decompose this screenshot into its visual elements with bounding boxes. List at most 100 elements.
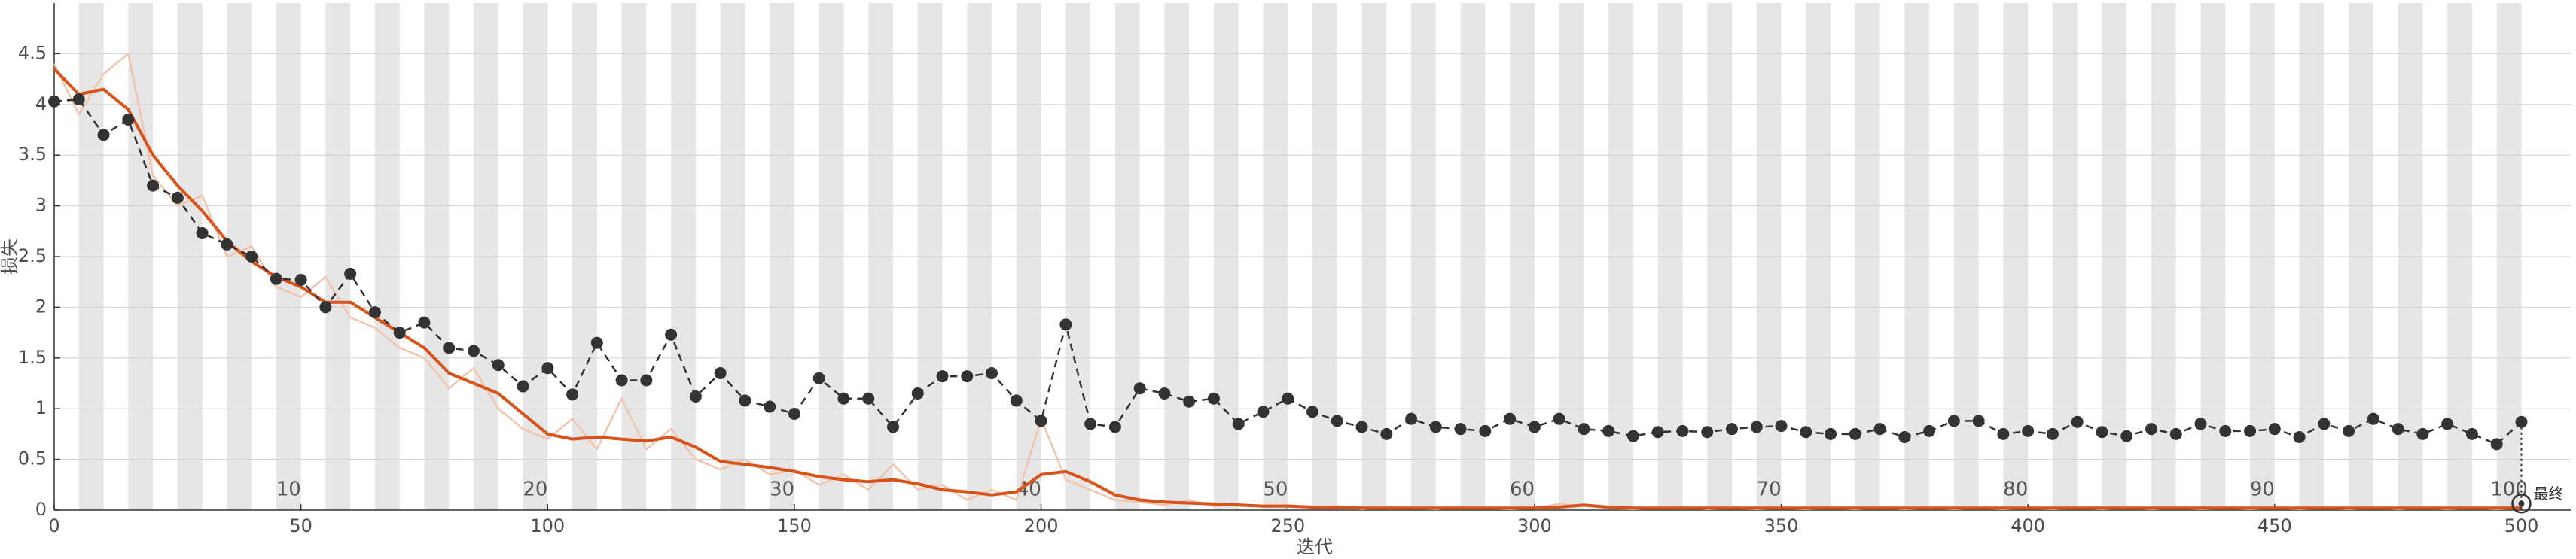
validation-point [764,400,776,413]
validation-point [615,374,628,387]
validation-point [541,362,554,375]
validation-point [1726,423,1738,436]
validation-point [689,390,702,403]
validation-point [986,367,998,380]
validation-point [665,328,678,341]
validation-point [788,407,800,420]
validation-point [517,380,529,393]
validation-point [1232,418,1245,430]
validation-point [1454,423,1467,436]
validation-point [1701,426,1714,439]
x-tick-label: 450 [2257,515,2292,536]
final-marker [2511,494,2532,514]
validation-point [812,372,825,384]
validation-point [1084,418,1097,430]
series-line [53,68,2522,510]
validation-point [171,191,184,204]
validation-point [221,238,233,251]
validation-point [1355,421,1368,433]
validation-point [1972,415,1985,427]
epoch-label: 20 [523,478,547,501]
validation-point [1750,421,1763,433]
validation-point [1947,415,1960,427]
x-tick-label: 350 [1764,515,1799,536]
x-tick-label: 250 [1270,515,1305,536]
y-tick-label: 1 [35,397,47,418]
validation-point [418,316,431,329]
epoch-label: 30 [770,478,794,501]
validation-point [2046,427,2059,440]
x-tick-label: 150 [777,515,812,536]
validation-point [1133,382,1146,395]
validation-point [2441,418,2454,430]
y-tick-label: 0.5 [18,448,47,469]
validation-point [1257,406,1270,418]
validation-point [936,370,949,383]
validation-point [1108,421,1121,433]
x-axis-label: 迭代 [1297,536,1333,557]
validation-point [319,301,332,314]
validation-point [1923,424,1936,437]
validation-point [1997,427,2010,440]
validation-point [1405,412,1418,425]
validation-point [2293,430,2306,443]
validation-point [2219,424,2232,437]
validation-point [72,93,85,106]
validation-point [368,306,381,319]
y-axis-label: 损失 [0,238,20,275]
validation-point [566,388,579,401]
validation-point [2145,423,2157,436]
final-marker-dot [2518,500,2525,507]
validation-point [492,359,505,372]
epoch-label: 60 [1510,478,1535,501]
validation-point [147,179,160,192]
epoch-label: 70 [1757,478,1782,501]
validation-point [1873,423,1886,436]
y-tick-label: 1.5 [18,347,47,368]
validation-point [245,251,258,263]
validation-point [1158,387,1171,400]
validation-point [1849,427,1861,440]
validation-point [2169,427,2182,440]
validation-point [1429,421,1442,433]
validation-point [1676,424,1689,437]
validation-point [2268,423,2281,436]
validation-point [270,272,282,285]
validation-point [48,95,60,108]
validation-point [1898,430,1911,443]
validation-point [1626,430,1639,442]
y-tick-label: 2.5 [18,245,47,266]
y-tick-label: 3.5 [18,144,47,165]
validation-point [344,267,357,280]
final-label: 最终 [2533,485,2563,503]
validation-point [1602,424,1615,437]
validation-point [2194,418,2207,430]
y-tick-label: 0 [35,499,47,520]
validation-point [2416,427,2429,440]
validation-point [1528,421,1541,433]
validation-point [1207,392,1220,405]
validation-point [1183,395,1196,408]
validation-point [640,374,653,387]
epoch-label: 80 [2003,478,2028,501]
validation-point [468,345,480,357]
validation-point [837,392,850,405]
validation-point [1800,426,1812,439]
validation-point [961,370,974,383]
validation-point [2465,427,2478,440]
validation-point [1035,415,1047,427]
y-tick-label: 2 [35,296,47,317]
y-tick-label: 3 [35,195,47,216]
epoch-label: 90 [2250,478,2275,501]
validation-point [196,226,209,239]
validation-point [1479,424,1492,437]
validation-point [887,421,899,433]
x-tick-label: 50 [289,515,312,536]
validation-point [1306,406,1318,418]
validation-point [1553,412,1565,425]
validation-point [1775,420,1788,433]
validation-point [714,367,727,380]
validation-point [1010,394,1023,407]
y-tick-label: 4.5 [18,42,47,63]
